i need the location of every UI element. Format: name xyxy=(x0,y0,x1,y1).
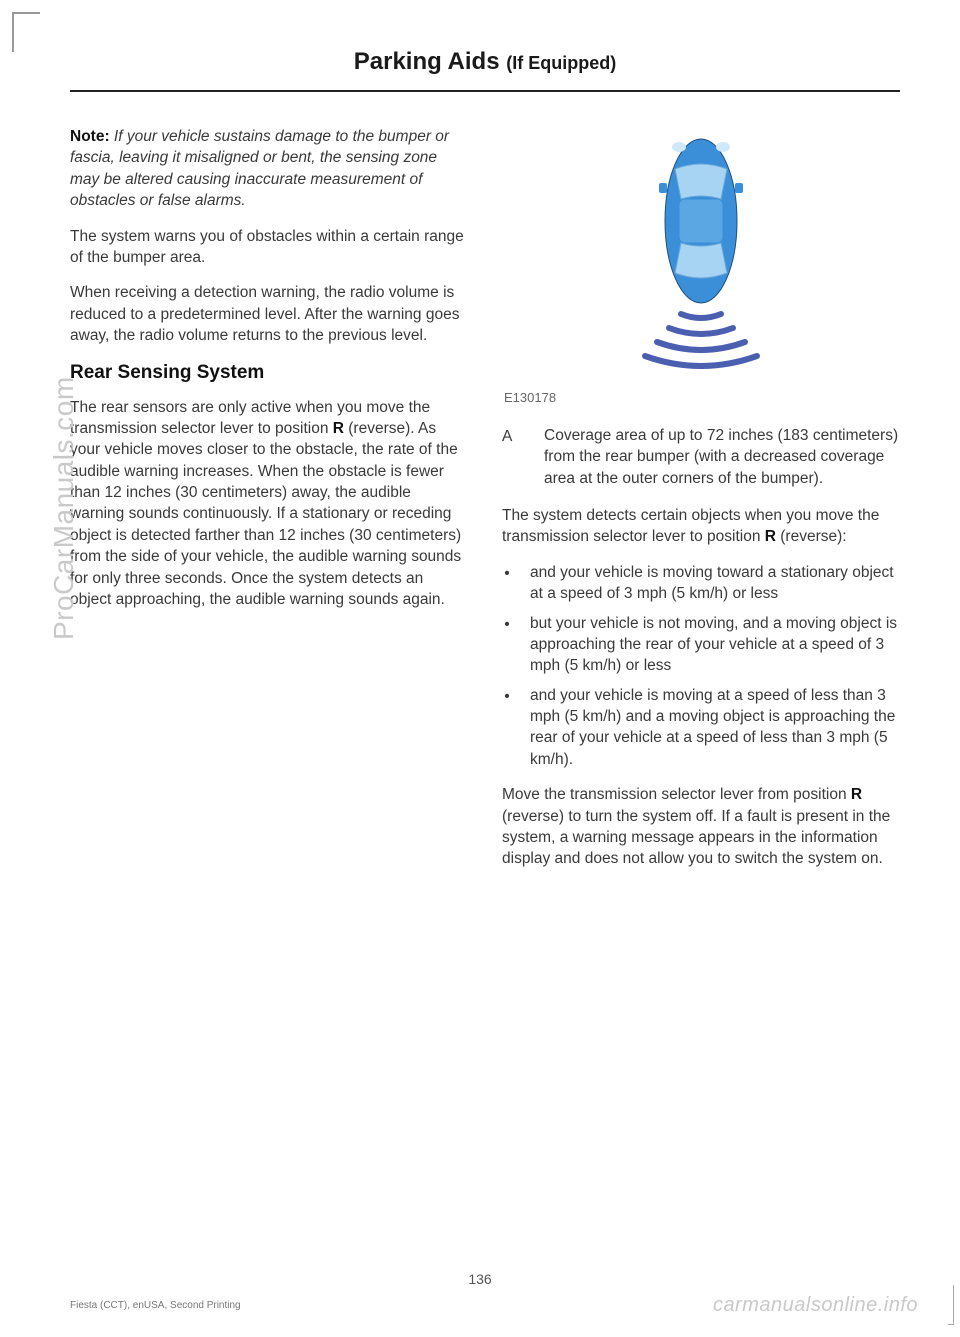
page-container: Parking Aids (If Equipped) Note: If your… xyxy=(0,0,960,1337)
right-p1-bold: R xyxy=(765,528,776,545)
definition-text: Coverage area of up to 72 inches (183 ce… xyxy=(544,425,900,489)
watermark-left: ProCarManuals.com xyxy=(48,376,80,640)
car-sensing-diagram xyxy=(626,126,776,381)
content-columns: Note: If your vehicle sustains damage to… xyxy=(70,126,900,884)
right-p2: Move the transmission selector lever fro… xyxy=(502,784,900,870)
right-p2b: (reverse) to turn the system off. If a f… xyxy=(502,808,890,868)
rear-sensing-heading: Rear Sensing System xyxy=(70,360,468,386)
left-p3b: (reverse). As your vehicle moves closer … xyxy=(70,420,461,608)
right-column: E130178 A Coverage area of up to 72 inch… xyxy=(502,126,900,884)
right-p2-bold: R xyxy=(851,786,862,803)
footer-left: Fiesta (CCT), enUSA, Second Printing xyxy=(70,1300,241,1311)
bullet-icon: • xyxy=(502,685,512,771)
left-column: Note: If your vehicle sustains damage to… xyxy=(70,126,468,884)
left-p1: The system warns you of obstacles within… xyxy=(70,226,468,269)
page-header: Parking Aids (If Equipped) xyxy=(70,48,900,86)
header-subtitle: (If Equipped) xyxy=(506,53,616,73)
list-item: • but your vehicle is not moving, and a … xyxy=(502,613,900,677)
bullet-list: • and your vehicle is moving toward a st… xyxy=(502,562,900,770)
note-label: Note: xyxy=(70,128,110,145)
right-p2a: Move the transmission selector lever fro… xyxy=(502,786,851,803)
definition-row: A Coverage area of up to 72 inches (183 … xyxy=(502,425,900,489)
header-title: Parking Aids xyxy=(354,48,500,75)
footer-right: carmanualsonline.info xyxy=(713,1294,918,1317)
diagram-code: E130178 xyxy=(504,389,900,407)
left-p2: When receiving a detection warning, the … xyxy=(70,282,468,346)
right-p1: The system detects certain objects when … xyxy=(502,505,900,548)
corner-mark-br xyxy=(948,1285,954,1325)
left-p3-bold: R xyxy=(333,420,344,437)
bullet-icon: • xyxy=(502,562,512,605)
definition-letter: A xyxy=(502,425,522,489)
left-p3: The rear sensors are only active when yo… xyxy=(70,397,468,611)
right-p1b: (reverse): xyxy=(776,528,847,545)
bullet-text: and your vehicle is moving at a speed of… xyxy=(530,685,900,771)
page-number: 136 xyxy=(0,1271,960,1287)
header-divider xyxy=(70,90,900,92)
bullet-icon: • xyxy=(502,613,512,677)
list-item: • and your vehicle is moving at a speed … xyxy=(502,685,900,771)
list-item: • and your vehicle is moving toward a st… xyxy=(502,562,900,605)
note-paragraph: Note: If your vehicle sustains damage to… xyxy=(70,126,468,212)
bullet-text: and your vehicle is moving toward a stat… xyxy=(530,562,900,605)
note-text: If your vehicle sustains damage to the b… xyxy=(70,128,449,209)
bullet-text: but your vehicle is not moving, and a mo… xyxy=(530,613,900,677)
